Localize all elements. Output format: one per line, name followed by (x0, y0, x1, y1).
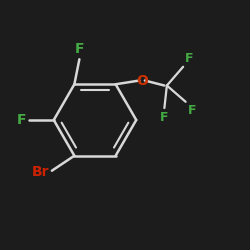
Text: Br: Br (31, 165, 49, 179)
Text: F: F (16, 113, 26, 127)
Text: F: F (185, 52, 194, 65)
Text: F: F (160, 111, 168, 124)
Text: F: F (75, 42, 84, 56)
Text: O: O (137, 74, 148, 88)
Text: F: F (188, 104, 196, 117)
